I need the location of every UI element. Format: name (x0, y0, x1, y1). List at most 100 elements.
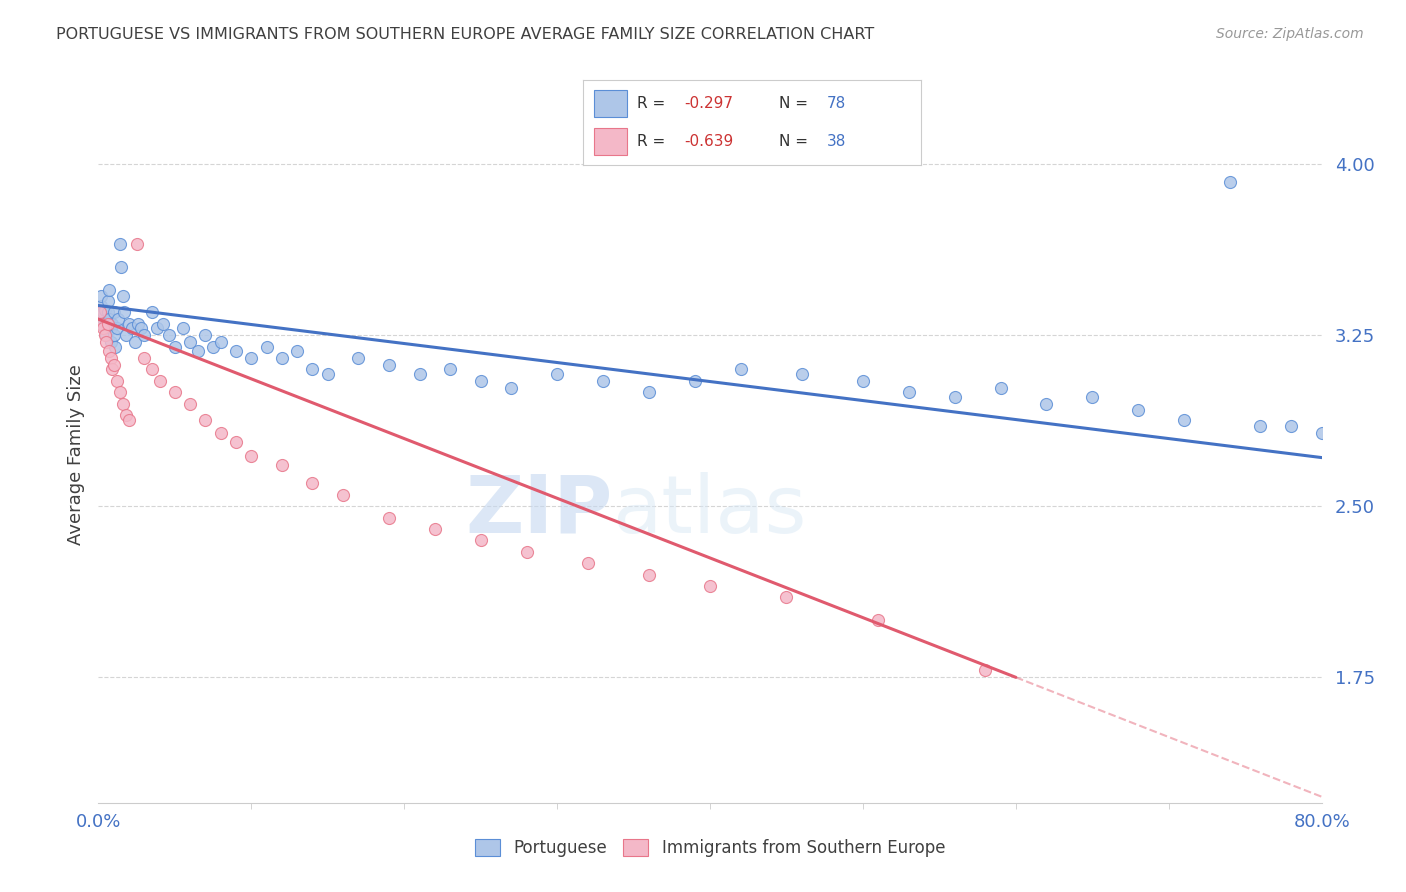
Point (172, 321, 194, 335)
Point (285, 344, 308, 359)
Point (101, 317, 124, 331)
Point (94, 334, 117, 349)
Point (576, 556, 599, 570)
Point (163, 385, 186, 400)
Point (501, 381, 523, 395)
Legend: Portuguese, Immigrants from Southern Europe: Portuguese, Immigrants from Southern Eur… (468, 832, 952, 864)
Point (134, 351, 156, 365)
Point (89, 305, 111, 319)
Point (179, 396, 201, 410)
Point (91, 305, 114, 319)
Point (112, 305, 135, 319)
Point (301, 476, 323, 491)
Point (91, 321, 114, 335)
Point (91, 317, 114, 331)
Point (1402, 442, 1406, 457)
Point (209, 334, 232, 349)
Point (1341, 431, 1364, 445)
Point (439, 362, 461, 376)
Text: atlas: atlas (612, 472, 807, 549)
Point (637, 385, 661, 400)
Point (347, 351, 370, 365)
Point (1371, 435, 1393, 450)
Point (97, 293, 120, 308)
Point (1249, 419, 1271, 434)
Y-axis label: Average Family Size: Average Family Size (66, 365, 84, 545)
Text: R =: R = (637, 95, 671, 111)
Text: 78: 78 (827, 95, 845, 111)
Point (408, 367, 430, 381)
Point (111, 289, 134, 303)
Point (240, 449, 263, 463)
Point (240, 351, 263, 365)
Point (1310, 426, 1333, 441)
Point (256, 340, 278, 354)
Point (100, 321, 122, 335)
Point (108, 385, 131, 400)
Point (378, 510, 401, 524)
Point (157, 328, 180, 343)
Bar (593, 89, 627, 117)
Point (699, 579, 721, 593)
Point (145, 321, 167, 335)
Point (1081, 390, 1104, 404)
Point (209, 426, 232, 441)
Point (194, 412, 217, 426)
Point (93, 321, 115, 335)
Point (301, 362, 323, 376)
Point (110, 260, 132, 274)
Point (104, 340, 127, 354)
Point (98, 344, 121, 359)
Point (1219, 175, 1241, 189)
Point (270, 458, 292, 473)
Point (90, 317, 112, 331)
Point (546, 367, 568, 381)
Point (332, 488, 354, 502)
Point (225, 344, 247, 359)
Point (129, 321, 152, 335)
Point (423, 522, 446, 536)
Point (115, 408, 138, 422)
Point (105, 321, 128, 335)
Point (103, 305, 125, 319)
Point (118, 412, 141, 426)
Point (316, 367, 339, 381)
Text: N =: N = (779, 95, 813, 111)
Point (202, 340, 225, 354)
Text: PORTUGUESE VS IMMIGRANTS FROM SOUTHERN EUROPE AVERAGE FAMILY SIZE CORRELATION CH: PORTUGUESE VS IMMIGRANTS FROM SOUTHERN E… (56, 27, 875, 42)
Point (1279, 419, 1302, 434)
Point (1173, 412, 1195, 426)
Point (94, 317, 117, 331)
Point (105, 374, 128, 388)
Point (868, 613, 890, 627)
Point (897, 385, 920, 400)
Point (97, 317, 120, 331)
Point (118, 317, 141, 331)
Text: -0.639: -0.639 (685, 134, 734, 149)
Point (134, 328, 156, 343)
Point (225, 435, 247, 450)
Point (101, 362, 124, 376)
Point (90, 298, 112, 312)
Point (98, 312, 121, 326)
Point (163, 340, 186, 354)
Point (179, 334, 201, 349)
Point (470, 374, 492, 388)
Point (125, 236, 148, 251)
Point (90, 289, 112, 303)
Point (943, 390, 966, 404)
Point (790, 367, 813, 381)
Point (141, 305, 163, 319)
Text: -0.297: -0.297 (685, 95, 734, 111)
Point (108, 236, 131, 251)
Point (1128, 403, 1150, 417)
Point (103, 328, 125, 343)
Point (378, 358, 401, 372)
Point (149, 374, 172, 388)
Point (89, 312, 111, 326)
Point (100, 334, 122, 349)
Point (775, 591, 797, 605)
Point (98, 283, 121, 297)
Point (990, 381, 1012, 395)
Point (97, 305, 120, 319)
